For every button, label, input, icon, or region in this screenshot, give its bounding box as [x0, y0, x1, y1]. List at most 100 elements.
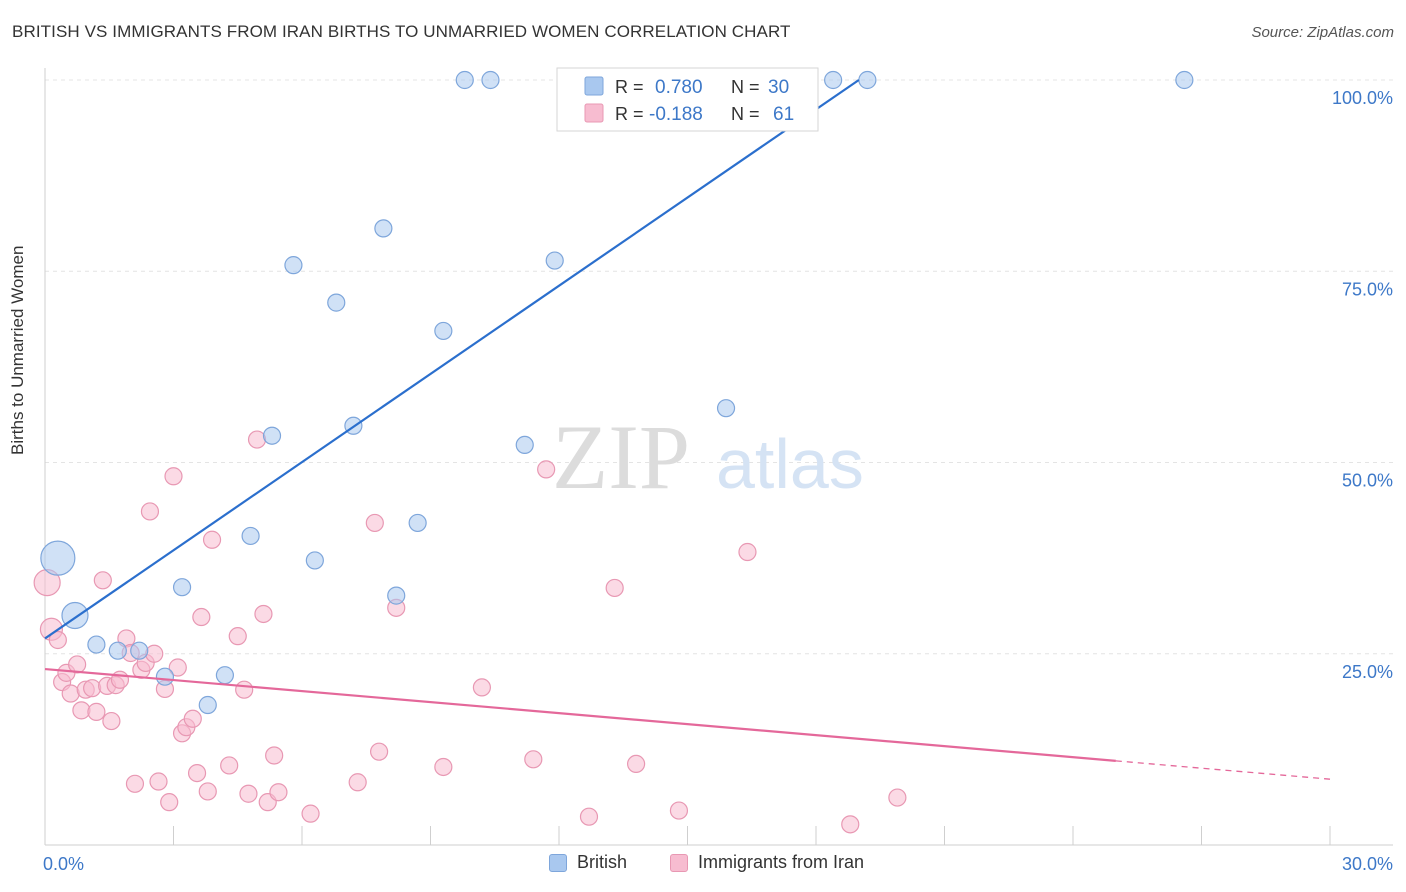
iran-point-39 — [247, 430, 267, 449]
iran-point-53 — [579, 807, 599, 826]
british-point-8 — [215, 666, 234, 685]
iran-point-52 — [537, 460, 556, 479]
iran-point-15 — [110, 670, 130, 689]
legend-iran-label: Immigrants from Iran — [698, 852, 865, 872]
british-point-9 — [241, 526, 260, 546]
iran-point-51 — [524, 750, 543, 769]
iran-trend-line — [44, 667, 1116, 762]
british-point-27 — [716, 399, 736, 418]
trend-lines — [44, 79, 1331, 780]
stats-british-n-label: N = — [731, 77, 760, 97]
legend-british-swatch — [549, 853, 567, 872]
iran-point-49 — [434, 757, 453, 777]
iran-point-32 — [192, 607, 211, 627]
british-point-29 — [858, 70, 877, 90]
stats-box: R = 0.780 N = 30 R = -0.188 N = 61 — [556, 67, 819, 132]
british-point-30 — [1175, 70, 1194, 90]
iran-point-58 — [841, 815, 860, 834]
y-tick-label-0: 25.0% — [1342, 662, 1393, 682]
british-point-11 — [284, 256, 303, 275]
iran-point-33 — [198, 782, 217, 801]
british-point-3 — [108, 641, 127, 660]
british-point-7 — [198, 695, 217, 715]
chart-source: Source: ZipAtlas.com — [1251, 24, 1394, 41]
iran-point-37 — [235, 680, 254, 699]
iran-point-2 — [48, 630, 67, 650]
british-point-19 — [455, 70, 474, 90]
iran-point-34 — [202, 530, 222, 549]
iran-point-26 — [164, 467, 183, 486]
british-point-2 — [87, 635, 106, 654]
iran-point-35 — [220, 756, 239, 775]
iran-point-36 — [228, 627, 247, 646]
british-points — [40, 70, 1194, 715]
iran-point-54 — [605, 578, 624, 598]
iran-point-7 — [72, 701, 91, 720]
y-tick-labels: 25.0% 50.0% 75.0% 100.0% — [1332, 88, 1393, 682]
iran-point-25 — [160, 793, 179, 812]
stats-iran-n-label: N = — [731, 104, 760, 124]
british-point-12 — [305, 551, 324, 570]
stats-iran-swatch — [584, 103, 604, 123]
axes — [44, 68, 1393, 846]
stats-iran-r-value: -0.188 — [649, 104, 703, 125]
british-point-21 — [515, 435, 534, 455]
british-point-15 — [374, 219, 393, 238]
iran-point-31 — [187, 763, 207, 783]
iran-point-38 — [239, 784, 258, 803]
stats-british-r-value: 0.780 — [655, 77, 703, 98]
x-tick-labels: 0.0% 30.0% — [43, 854, 1393, 874]
legend-british-label: British — [577, 852, 628, 872]
british-point-4 — [130, 641, 149, 660]
iran-point-43 — [269, 783, 288, 802]
watermark-atlas: atlas — [716, 425, 864, 503]
iran-point-30 — [183, 709, 202, 728]
iran-point-56 — [669, 801, 689, 820]
iran-point-18 — [125, 774, 145, 793]
iran-point-21 — [140, 502, 160, 521]
watermark: ZIP atlas — [552, 406, 864, 508]
iran-point-6 — [68, 655, 87, 674]
iran-point-55 — [626, 754, 646, 774]
iran-point-23 — [149, 772, 168, 791]
legend-iran-swatch — [670, 853, 688, 872]
x-tick-label-0: 0.0% — [43, 854, 84, 874]
iran-point-45 — [348, 773, 367, 792]
british-point-10 — [262, 426, 282, 445]
iran-point-27 — [168, 658, 187, 677]
legend-british: British — [549, 852, 627, 873]
british-point-28 — [824, 70, 843, 90]
iran-point-10 — [87, 702, 106, 721]
watermark-zip: ZIP — [552, 406, 690, 508]
british-point-13 — [327, 293, 346, 312]
iran-point-40 — [254, 604, 273, 624]
stats-iran-n-value: 61 — [773, 104, 794, 125]
stats-british-swatch — [584, 76, 604, 96]
iran-points — [33, 430, 907, 834]
iran-point-42 — [265, 746, 284, 765]
british-point-6 — [172, 578, 192, 597]
iran-point-47 — [370, 742, 389, 761]
iran-point-44 — [301, 804, 320, 823]
british-point-5 — [155, 667, 175, 686]
british-point-17 — [408, 513, 427, 533]
iran-point-13 — [102, 711, 121, 731]
iran-point-9 — [83, 679, 102, 698]
chart-title: BRITISH VS IMMIGRANTS FROM IRAN BIRTHS T… — [12, 22, 791, 41]
iran-point-22 — [145, 644, 164, 663]
british-point-22 — [545, 251, 564, 270]
iran-point-46 — [365, 513, 384, 533]
british-trend-line — [44, 79, 860, 640]
y-tick-label-3: 100.0% — [1332, 88, 1393, 108]
iran-point-59 — [888, 788, 907, 807]
legend-iran: Immigrants from Iran — [670, 852, 864, 873]
y-tick-label-1: 50.0% — [1342, 471, 1393, 491]
british-point-18 — [434, 321, 453, 341]
x-tick-label-1: 30.0% — [1342, 854, 1393, 874]
british-point-16 — [387, 586, 406, 605]
stats-british-n-value: 30 — [768, 77, 789, 98]
stats-british-r-label: R = — [615, 77, 644, 97]
british-point-0 — [40, 540, 76, 576]
british-point-20 — [481, 70, 500, 90]
